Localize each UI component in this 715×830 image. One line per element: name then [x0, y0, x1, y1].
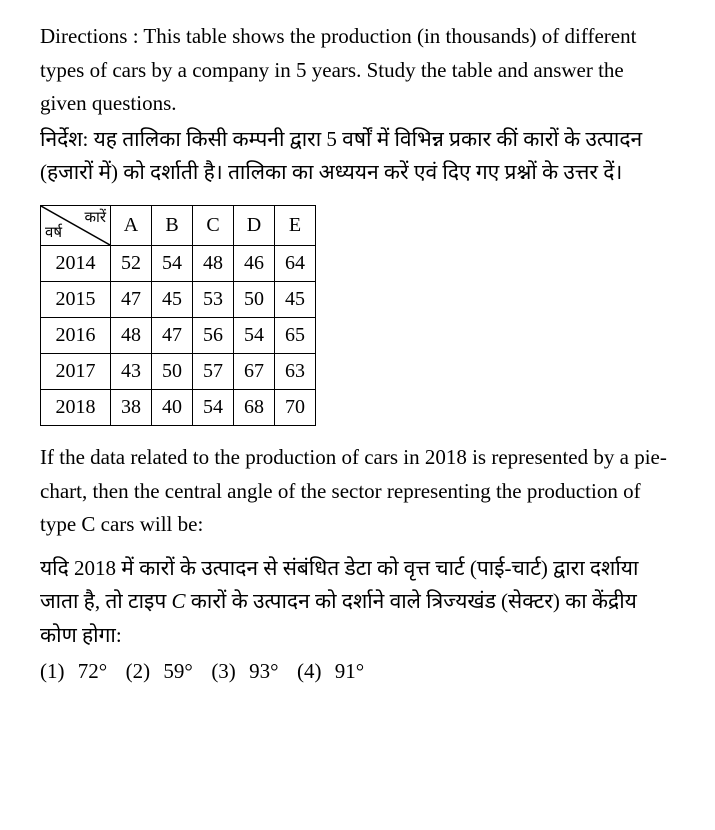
- data-cell: 67: [234, 353, 275, 389]
- year-cell: 2016: [41, 317, 111, 353]
- table-row: 2018 38 40 54 68 70: [41, 389, 316, 425]
- option-3-label: (3): [211, 659, 236, 683]
- data-cell: 54: [193, 389, 234, 425]
- data-cell: 54: [234, 317, 275, 353]
- data-cell: 64: [275, 245, 316, 281]
- table-row: 2015 47 45 53 50 45: [41, 281, 316, 317]
- data-cell: 45: [152, 281, 193, 317]
- question-hindi: यदि 2018 में कारों के उत्पादन से संबंधित…: [40, 552, 675, 653]
- col-header: C: [193, 205, 234, 245]
- option-3-value: 93°: [249, 659, 278, 683]
- data-cell: 45: [275, 281, 316, 317]
- data-cell: 46: [234, 245, 275, 281]
- option-1-label: (1): [40, 659, 65, 683]
- year-cell: 2014: [41, 245, 111, 281]
- table-row: 2016 48 47 56 54 65: [41, 317, 316, 353]
- diagonal-header-cell: कारें वर्ष: [41, 205, 111, 245]
- data-cell: 53: [193, 281, 234, 317]
- col-header: A: [111, 205, 152, 245]
- option-4-label: (4): [297, 659, 322, 683]
- directions-hindi: निर्देश: यह तालिका किसी कम्पनी द्वारा 5 …: [40, 123, 675, 190]
- data-cell: 50: [234, 281, 275, 317]
- data-cell: 52: [111, 245, 152, 281]
- data-cell: 50: [152, 353, 193, 389]
- table-header-row: कारें वर्ष A B C D E: [41, 205, 316, 245]
- col-header: B: [152, 205, 193, 245]
- data-cell: 40: [152, 389, 193, 425]
- question-hindi-c: C: [172, 589, 186, 613]
- option-1-value: 72°: [78, 659, 107, 683]
- table-row: 2014 52 54 48 46 64: [41, 245, 316, 281]
- option-2-label: (2): [126, 659, 151, 683]
- data-cell: 47: [152, 317, 193, 353]
- data-cell: 63: [275, 353, 316, 389]
- year-cell: 2018: [41, 389, 111, 425]
- data-cell: 54: [152, 245, 193, 281]
- answer-options: (1) 72° (2) 59° (3) 93° (4) 91°: [40, 659, 675, 684]
- diag-header-bottom: वर्ष: [45, 221, 62, 245]
- data-table-wrapper: कारें वर्ष A B C D E 2014 52 54 48 46 64…: [40, 205, 675, 426]
- year-cell: 2017: [41, 353, 111, 389]
- question-english: If the data related to the production of…: [40, 441, 675, 542]
- data-cell: 43: [111, 353, 152, 389]
- data-cell: 70: [275, 389, 316, 425]
- table-row: 2017 43 50 57 67 63: [41, 353, 316, 389]
- data-cell: 48: [193, 245, 234, 281]
- directions-english: Directions : This table shows the produc…: [40, 20, 675, 121]
- option-4-value: 91°: [335, 659, 364, 683]
- col-header: D: [234, 205, 275, 245]
- data-cell: 57: [193, 353, 234, 389]
- data-cell: 68: [234, 389, 275, 425]
- year-cell: 2015: [41, 281, 111, 317]
- option-2-value: 59°: [163, 659, 192, 683]
- data-cell: 56: [193, 317, 234, 353]
- col-header: E: [275, 205, 316, 245]
- data-cell: 65: [275, 317, 316, 353]
- data-cell: 48: [111, 317, 152, 353]
- diag-header-top: कारें: [84, 206, 106, 230]
- production-table: कारें वर्ष A B C D E 2014 52 54 48 46 64…: [40, 205, 316, 426]
- data-cell: 38: [111, 389, 152, 425]
- data-cell: 47: [111, 281, 152, 317]
